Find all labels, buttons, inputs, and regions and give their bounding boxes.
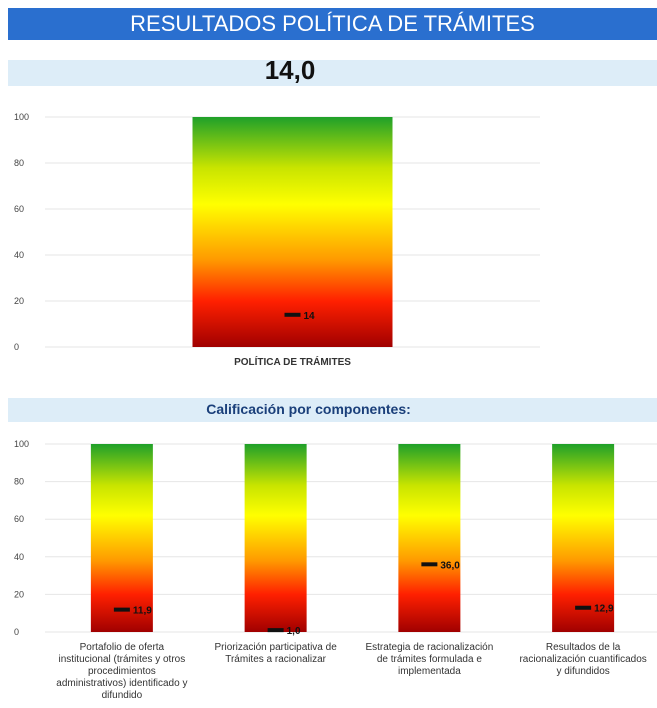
y-tick-label: 60	[14, 514, 24, 524]
value-marker	[421, 562, 438, 567]
components-band	[8, 398, 657, 422]
category-label: Portafolio de oferta institucional (trámi…	[56, 642, 187, 701]
y-tick-label: 100	[14, 439, 29, 449]
y-tick-label: 80	[14, 477, 24, 487]
category-label-line: Priorización participativa de	[214, 642, 337, 653]
value-marker	[267, 628, 284, 633]
score-band	[8, 60, 657, 86]
data-label: 11,9	[133, 606, 152, 617]
category-label-line: Trámites a racionalizar	[225, 654, 326, 665]
category-label-line: institucional (trámites y otros	[59, 654, 186, 665]
category-label-line: administrativos) identificado y	[56, 678, 187, 689]
category-label-line: difundido	[102, 690, 143, 701]
y-tick-label: 80	[14, 158, 24, 168]
chart-politica: 0 20 40 60 80 100 14 POLÍTICA DE TRÁMITES	[14, 112, 540, 368]
y-tick-label: 0	[14, 342, 19, 352]
category-label: Estrategia de racionalización de trámites…	[365, 642, 493, 677]
category-label-line: y difundidos	[556, 666, 609, 677]
value-marker	[575, 605, 592, 610]
category-label-line: Portafolio de oferta	[80, 642, 165, 653]
bar	[244, 444, 307, 632]
category-label-line: de trámites formulada e	[377, 654, 482, 665]
y-tick-label: 20	[14, 296, 24, 306]
category-label-line: procedimientos	[88, 666, 156, 677]
bar	[192, 117, 393, 347]
value-marker	[113, 607, 130, 612]
y-tick-label: 0	[14, 627, 19, 637]
category-label: Resultados de la racionalización cuantifi…	[519, 642, 646, 677]
category-label-line: POLÍTICA DE TRÁMITES	[234, 355, 351, 368]
value-marker	[284, 312, 301, 317]
y-tick-label: 40	[14, 250, 24, 260]
y-tick-label: 40	[14, 552, 24, 562]
y-tick-label: 60	[14, 204, 24, 214]
y-tick-label: 20	[14, 589, 24, 599]
bar	[90, 444, 153, 632]
page-title: RESULTADOS POLÍTICA DE TRÁMITES	[8, 8, 657, 40]
data-label: 12,9	[594, 604, 614, 615]
components-title: Calificación por componentes:	[206, 401, 411, 417]
overall-score: 14,0	[264, 55, 316, 85]
category-label-line: implementada	[398, 666, 461, 677]
category-label: Priorización participativa de Trámites a …	[214, 642, 337, 665]
data-label: 36,0	[440, 560, 460, 571]
bar	[398, 444, 461, 632]
category-label: POLÍTICA DE TRÁMITES	[234, 355, 351, 368]
category-label-line: Estrategia de racionalización	[365, 642, 493, 653]
y-tick-label: 100	[14, 112, 29, 122]
data-label: 14	[304, 311, 316, 322]
category-label-line: Resultados de la	[546, 642, 621, 653]
chart-componentes: 0 20 40 60 80 100 11,9 Portafolio de oferta inst…	[14, 439, 657, 701]
category-label-line: racionalización cuantificados	[519, 654, 646, 665]
data-label: 1,0	[287, 626, 301, 637]
bar	[552, 444, 615, 632]
